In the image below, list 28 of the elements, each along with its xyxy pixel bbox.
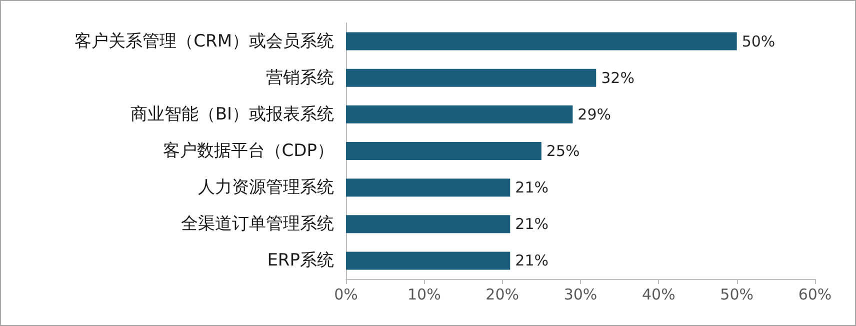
bar — [346, 215, 510, 234]
y-tick-label: 营销系统 — [266, 68, 334, 88]
data-label: 21% — [515, 252, 548, 270]
data-label: 29% — [578, 105, 612, 124]
x-tick-label: 20% — [486, 286, 520, 304]
data-label: 21% — [515, 178, 548, 197]
x-tick-label: 0% — [334, 286, 358, 304]
y-tick-label: 人力资源管理系统 — [198, 178, 334, 198]
data-label: 21% — [515, 215, 548, 234]
bar — [346, 178, 510, 197]
x-tick-label: 30% — [564, 286, 598, 304]
y-tick-label: 客户关系管理（CRM）或会员系统 — [74, 31, 334, 52]
y-tick-label: 全渠道订单管理系统 — [181, 214, 334, 234]
data-label: 25% — [546, 142, 580, 160]
bar — [346, 252, 510, 270]
y-tick-label: ERP系统 — [267, 250, 334, 271]
y-tick-label: 商业智能（BI）或报表系统 — [130, 104, 334, 124]
y-tick-label: 客户数据平台（CDP） — [162, 141, 334, 161]
data-label: 32% — [601, 68, 634, 87]
x-tick-label: 10% — [407, 286, 441, 304]
x-tick-label: 50% — [720, 286, 754, 304]
bar — [346, 68, 596, 87]
x-tick-label: 40% — [642, 286, 676, 304]
bar — [346, 142, 542, 160]
data-label: 50% — [742, 32, 776, 50]
bar — [346, 105, 573, 124]
bar — [346, 32, 737, 50]
x-tick-label: 60% — [798, 286, 832, 304]
